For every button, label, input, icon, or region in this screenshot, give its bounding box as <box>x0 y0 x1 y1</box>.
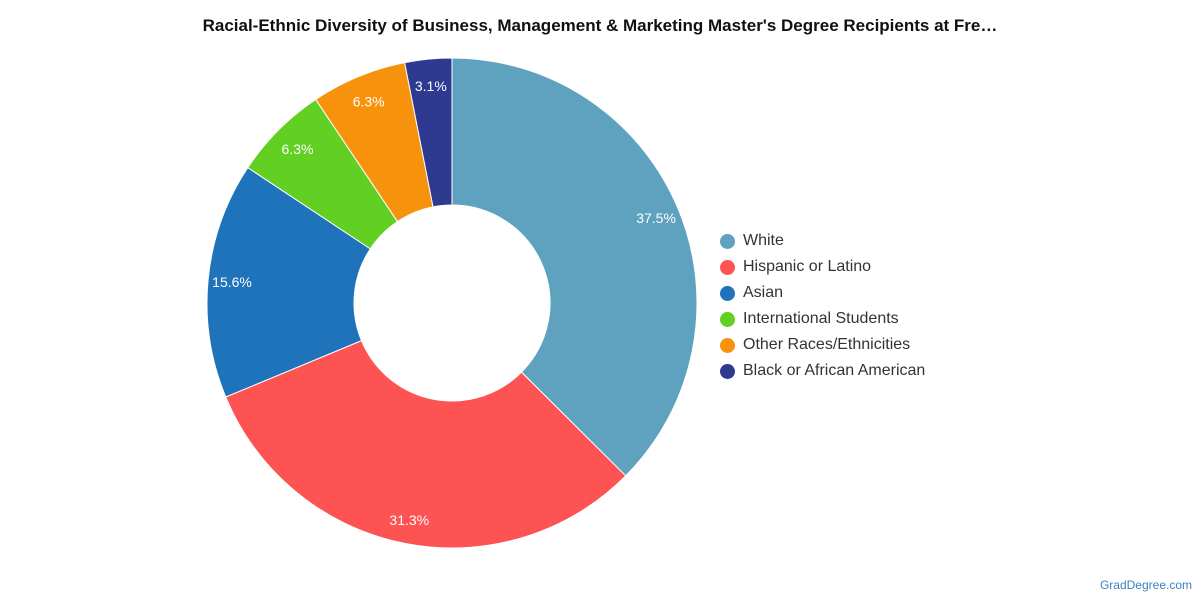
legend: White Hispanic or Latino Asian Internationa… <box>720 228 925 384</box>
data-labels-group: 37.5% 31.3% 15.6% 6.3% 6.3% 3.1% <box>212 78 676 528</box>
legend-swatch-icon <box>720 311 735 327</box>
data-label: 6.3% <box>282 141 314 157</box>
data-label: 6.3% <box>353 94 385 110</box>
legend-label: International Students <box>743 310 899 327</box>
slice-white[interactable] <box>451 57 698 477</box>
legend-item[interactable]: International Students <box>720 306 925 332</box>
legend-item[interactable]: White <box>720 228 925 254</box>
legend-swatch-icon <box>720 233 735 249</box>
data-label: 37.5% <box>636 210 676 226</box>
legend-label: White <box>743 232 784 249</box>
legend-label: Hispanic or Latino <box>743 258 872 275</box>
source-credit[interactable]: GradDegree.com <box>1099 578 1192 592</box>
legend-label: Black or African American <box>743 362 926 379</box>
legend-label: Asian <box>743 284 784 301</box>
legend-swatch-icon <box>720 363 735 379</box>
legend-swatch-icon <box>720 337 735 353</box>
slice-asian[interactable] <box>206 166 372 398</box>
legend-item[interactable]: Other Races/Ethnicities <box>720 332 925 358</box>
data-label: 31.3% <box>389 512 429 528</box>
data-label: 15.6% <box>212 274 252 290</box>
slice-black-or-african-american[interactable] <box>404 57 453 208</box>
legend-swatch-icon <box>720 285 735 301</box>
chart-title: Racial-Ethnic Diversity of Business, Man… <box>202 16 998 35</box>
legend-swatch-icon <box>720 259 735 275</box>
legend-item[interactable]: Hispanic or Latino <box>720 254 925 280</box>
legend-label: Other Races/Ethnicities <box>743 336 911 353</box>
slice-hispanic-or-latino[interactable] <box>225 339 627 549</box>
data-label: 3.1% <box>415 78 447 94</box>
legend-item[interactable]: Asian <box>720 280 925 306</box>
slices-group <box>206 57 698 549</box>
legend-item[interactable]: Black or African American <box>720 358 925 384</box>
